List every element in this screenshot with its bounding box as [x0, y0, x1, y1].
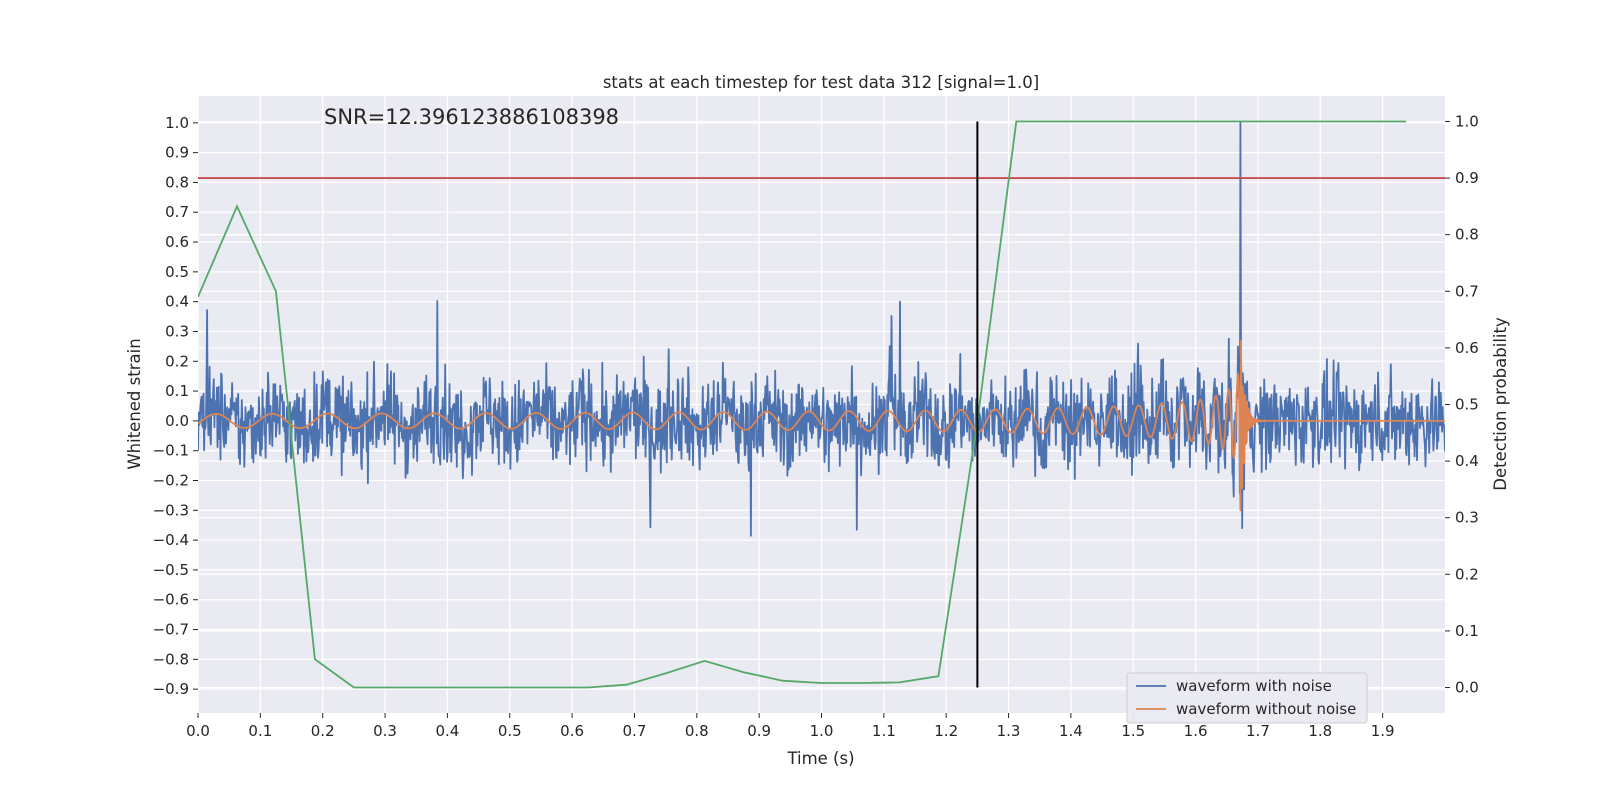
y2-tick-label: 0.0	[1455, 679, 1479, 697]
y-tick-label: 0.6	[165, 233, 189, 251]
x-tick-label: 1.1	[872, 722, 896, 740]
x-tick-label: 0.6	[560, 722, 584, 740]
y-tick-label: 0.8	[165, 173, 189, 191]
grid	[197, 96, 1445, 713]
y-tick-label: −0.3	[153, 501, 189, 519]
y-tick-label: −0.2	[153, 472, 189, 490]
x-tick-label: 1.0	[810, 722, 834, 740]
x-tick-label: 0.5	[498, 722, 522, 740]
x-axis-ticks: 0.0 0.1 0.2 0.3 0.4 0.5 0.6 0.7 0.8 0.9 1.0 1.1 1.2 1…	[186, 713, 1395, 740]
legend-box	[1126, 672, 1368, 724]
x-tick-label: 0.1	[248, 722, 272, 740]
y2-tick-label: 0.7	[1455, 282, 1479, 300]
x-tick-label: 0.9	[747, 722, 771, 740]
chart-title: stats at each timestep for test data 312…	[603, 73, 1039, 92]
x-tick-label: 0.0	[186, 722, 210, 740]
y-axis-ticks: −0.9 −0.8 −0.7 −0.6 −0.5 −0.4 −0.3 −0.2 −0.1 0.0 0…	[153, 114, 198, 698]
x-tick-label: 1.3	[997, 722, 1021, 740]
y-tick-label: −0.6	[153, 591, 189, 609]
y-tick-label: 0.1	[165, 382, 189, 400]
y-tick-label: 1.0	[165, 114, 189, 132]
y-tick-label: −0.4	[153, 531, 189, 549]
y-tick-label: 0.4	[165, 293, 189, 311]
y-tick-label: 0.0	[165, 412, 189, 430]
y-axis-label: Whitened strain	[125, 338, 144, 469]
x-tick-label: 1.9	[1371, 722, 1395, 740]
y-tick-label: 0.2	[165, 352, 189, 370]
x-tick-label: 0.3	[373, 722, 397, 740]
x-tick-label: 1.7	[1246, 722, 1270, 740]
x-tick-label: 1.6	[1184, 722, 1208, 740]
y-tick-label: 0.9	[165, 144, 189, 162]
y-tick-label: 0.5	[165, 263, 189, 281]
legend: waveform with noise waveform without noi…	[1126, 672, 1368, 724]
legend-label-without-noise: waveform without noise	[1176, 700, 1356, 718]
y2-tick-label: 0.6	[1455, 339, 1479, 357]
y2-tick-label: 0.3	[1455, 509, 1479, 527]
snr-annotation: SNR=12.396123886108398	[324, 105, 619, 129]
y-tick-label: −0.1	[153, 442, 189, 460]
legend-label-with-noise: waveform with noise	[1176, 677, 1332, 695]
y2-tick-label: 0.5	[1455, 396, 1479, 414]
x-tick-label: 0.7	[623, 722, 647, 740]
x-tick-label: 1.2	[934, 722, 958, 740]
y-tick-label: 0.3	[165, 322, 189, 340]
series-detection-probability	[198, 120, 1406, 689]
x-tick-label: 1.8	[1308, 722, 1332, 740]
x-tick-label: 0.8	[685, 722, 709, 740]
y-tick-label: −0.9	[153, 680, 189, 698]
y2-axis-ticks: 0.0 0.1 0.2 0.3 0.4 0.5 0.6 0.7 0.8 0.9 1.0	[1445, 112, 1479, 697]
y2-tick-label: 1.0	[1455, 112, 1479, 130]
x-axis-label: Time (s)	[786, 749, 854, 768]
x-tick-label: 0.2	[311, 722, 335, 740]
x-tick-label: 0.4	[435, 722, 459, 740]
y2-tick-label: 0.9	[1455, 169, 1479, 187]
y2-tick-label: 0.1	[1455, 622, 1479, 640]
y2-tick-label: 0.8	[1455, 226, 1479, 244]
y2-tick-label: 0.2	[1455, 565, 1479, 583]
x-tick-label: 1.5	[1121, 722, 1145, 740]
y2-axis-label: Detection probability	[1491, 317, 1510, 491]
y2-tick-label: 0.4	[1455, 452, 1479, 470]
x-tick-label: 1.4	[1059, 722, 1083, 740]
y-tick-label: −0.7	[153, 621, 189, 639]
y-tick-label: 0.7	[165, 203, 189, 221]
y-tick-label: −0.8	[153, 650, 189, 668]
series-waveform-without-noise	[198, 339, 1445, 512]
y-tick-label: −0.5	[153, 561, 189, 579]
